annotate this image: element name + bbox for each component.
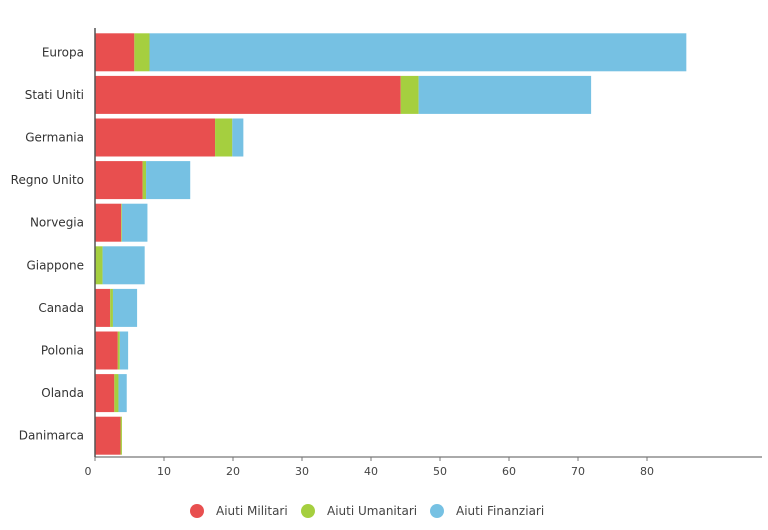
category-label: Germania bbox=[25, 131, 84, 145]
legend-item-series-1[interactable]: Aiuti Umanitari bbox=[301, 504, 417, 518]
bar-polonia-series-1 bbox=[117, 331, 120, 370]
bar-stati-uniti-series-1 bbox=[400, 75, 419, 114]
bar-regno-unito-series-0 bbox=[95, 161, 143, 200]
category-label: Olanda bbox=[41, 386, 84, 400]
category-label: Norvegia bbox=[30, 216, 84, 230]
bar-olanda-series-1 bbox=[114, 374, 119, 413]
legend-item-series-0[interactable]: Aiuti Militari bbox=[190, 504, 288, 518]
category-labels: Europa Stati Uniti Germania Regno Unito Norv… bbox=[11, 45, 84, 442]
bar-danimarca-series-0 bbox=[95, 416, 121, 455]
category-label: Regno Unito bbox=[11, 173, 84, 187]
bar-polonia-series-2 bbox=[119, 331, 129, 370]
category-label: Giappone bbox=[26, 258, 84, 272]
x-tick-label: 60 bbox=[502, 465, 516, 478]
bar-regno-unito-series-1 bbox=[142, 161, 147, 200]
bar-regno-unito-series-2 bbox=[146, 161, 191, 200]
x-tick-label: 10 bbox=[157, 465, 171, 478]
bar-polonia-series-0 bbox=[95, 331, 118, 370]
bar-stati-uniti-series-2 bbox=[418, 75, 592, 114]
legend-item-series-2[interactable]: Aiuti Finanziari bbox=[430, 504, 544, 518]
x-tick-label: 50 bbox=[433, 465, 447, 478]
x-tick-label: 70 bbox=[571, 465, 585, 478]
bar-stati-uniti-series-0 bbox=[95, 75, 401, 114]
category-label: Europa bbox=[42, 45, 84, 59]
x-tick-label: 40 bbox=[364, 465, 378, 478]
legend-swatch bbox=[301, 504, 315, 518]
legend: Aiuti Militari Aiuti Umanitari Aiuti Finan… bbox=[190, 504, 544, 518]
bars-layer bbox=[95, 33, 687, 455]
bar-canada-series-1 bbox=[110, 288, 113, 327]
bar-giappone-series-2 bbox=[102, 246, 145, 285]
bar-danimarca-series-1 bbox=[120, 416, 122, 455]
x-tick-label: 20 bbox=[226, 465, 240, 478]
legend-label: Aiuti Militari bbox=[216, 504, 288, 518]
bar-canada-series-2 bbox=[112, 288, 138, 327]
x-tick-label: 80 bbox=[640, 465, 654, 478]
bar-europa-series-2 bbox=[149, 33, 687, 72]
bar-olanda-series-2 bbox=[118, 374, 127, 413]
bar-olanda-series-0 bbox=[95, 374, 115, 413]
bar-germania-series-2 bbox=[232, 118, 244, 157]
x-tick-label: 30 bbox=[295, 465, 309, 478]
legend-label: Aiuti Umanitari bbox=[327, 504, 417, 518]
category-label: Danimarca bbox=[19, 429, 84, 443]
bar-norvegia-series-0 bbox=[95, 203, 122, 242]
legend-swatch bbox=[430, 504, 444, 518]
bar-giappone-series-1 bbox=[95, 246, 103, 285]
bar-norvegia-series-2 bbox=[121, 203, 148, 242]
bar-germania-series-1 bbox=[215, 118, 233, 157]
bar-europa-series-0 bbox=[95, 33, 135, 72]
bar-norvegia-series-1 bbox=[121, 203, 122, 242]
x-tick-label: 0 bbox=[85, 465, 92, 478]
category-label: Stati Uniti bbox=[25, 88, 84, 102]
bar-germania-series-0 bbox=[95, 118, 216, 157]
bar-europa-series-1 bbox=[134, 33, 150, 72]
legend-swatch bbox=[190, 504, 204, 518]
bar-canada-series-0 bbox=[95, 288, 111, 327]
category-label: Canada bbox=[38, 301, 84, 315]
legend-label: Aiuti Finanziari bbox=[456, 504, 544, 518]
category-label: Polonia bbox=[41, 344, 84, 358]
axes: 0 10 20 30 40 50 60 70 80 bbox=[85, 28, 762, 478]
